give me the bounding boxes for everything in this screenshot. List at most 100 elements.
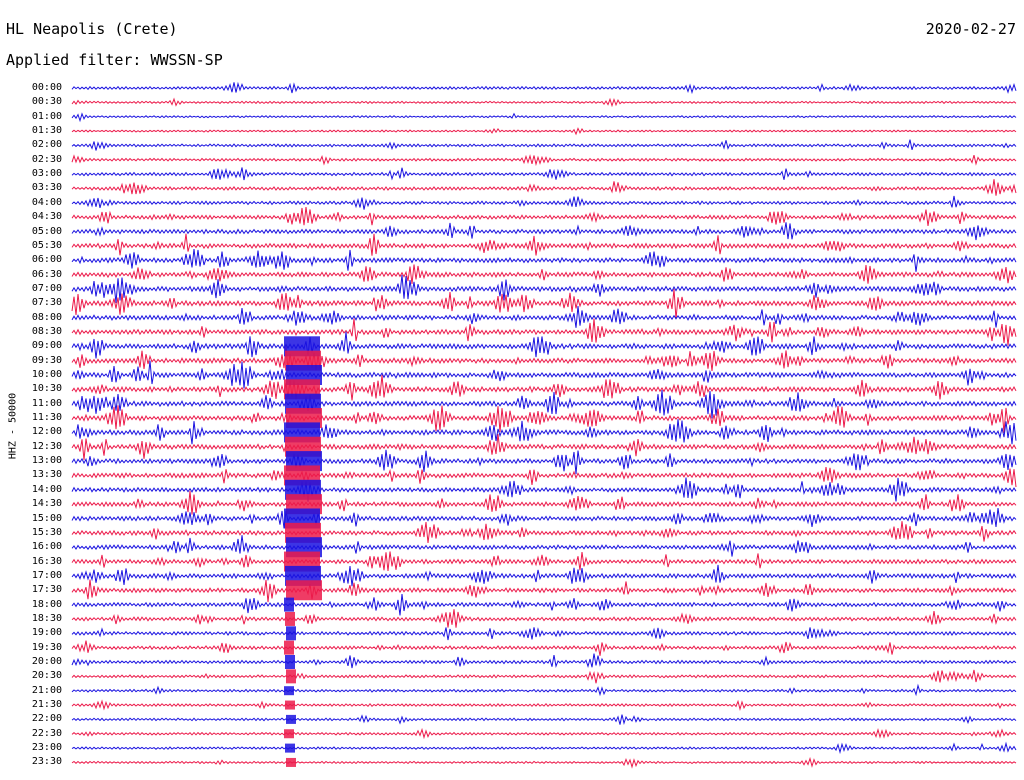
trace-line bbox=[71, 756, 1017, 769]
event-burst bbox=[285, 743, 295, 753]
trace-line bbox=[71, 81, 1017, 95]
trace-line bbox=[71, 551, 1017, 571]
date-label: 2020-02-27 bbox=[925, 20, 1016, 38]
time-label: 00:30 bbox=[31, 96, 62, 108]
time-label: 13:30 bbox=[31, 469, 62, 481]
time-label: 02:30 bbox=[31, 153, 62, 165]
trace-line bbox=[71, 535, 1017, 557]
trace-line bbox=[71, 490, 1017, 515]
trace-line bbox=[71, 669, 1017, 684]
trace-line bbox=[71, 206, 1017, 226]
trace-line bbox=[71, 653, 1017, 669]
trace-line bbox=[71, 521, 1017, 543]
trace-line bbox=[71, 405, 1017, 433]
time-label: 17:30 bbox=[31, 584, 62, 596]
event-burst bbox=[286, 714, 296, 724]
trace-line bbox=[71, 594, 1017, 616]
trace-line bbox=[71, 112, 1017, 123]
trace-line bbox=[71, 167, 1017, 181]
trace-line bbox=[71, 179, 1017, 196]
time-label: 05:00 bbox=[31, 225, 62, 237]
trace-line bbox=[71, 477, 1017, 502]
trace-line bbox=[71, 627, 1017, 641]
event-burst bbox=[285, 655, 295, 669]
time-label: 23:30 bbox=[31, 756, 62, 768]
time-label: 22:00 bbox=[31, 713, 62, 725]
time-label: 04:00 bbox=[31, 196, 62, 208]
trace-line bbox=[71, 390, 1017, 419]
trace-line bbox=[71, 331, 1017, 359]
trace-line bbox=[71, 274, 1017, 303]
trace-line bbox=[71, 714, 1017, 726]
trace-line bbox=[71, 579, 1017, 603]
trace-line bbox=[71, 233, 1017, 256]
time-label: 17:00 bbox=[31, 569, 62, 581]
time-label: 10:30 bbox=[31, 383, 62, 395]
trace-line bbox=[71, 683, 1017, 697]
trace-line bbox=[71, 360, 1017, 389]
trace-line bbox=[71, 699, 1017, 712]
trace-line bbox=[71, 97, 1017, 108]
time-label: 23:00 bbox=[31, 742, 62, 754]
event-burst bbox=[284, 597, 294, 612]
time-label: 15:30 bbox=[31, 526, 62, 538]
event-burst bbox=[285, 611, 295, 626]
trace-line bbox=[71, 564, 1017, 587]
trace-line bbox=[71, 346, 1017, 371]
filter-label: Applied filter: WWSSN-SP bbox=[6, 51, 223, 69]
time-label: 21:30 bbox=[31, 699, 62, 711]
time-label: 07:30 bbox=[31, 297, 62, 309]
event-burst bbox=[284, 729, 294, 739]
time-label: 22:30 bbox=[31, 727, 62, 739]
time-label: 03:30 bbox=[31, 182, 62, 194]
time-label: 10:00 bbox=[31, 369, 62, 380]
time-label: 04:30 bbox=[31, 211, 62, 223]
trace-line bbox=[71, 222, 1017, 241]
event-burst bbox=[284, 640, 294, 655]
time-label: 19:30 bbox=[31, 641, 62, 653]
time-label: 18:30 bbox=[31, 612, 62, 624]
seismic-traces bbox=[71, 81, 1017, 769]
trace-line bbox=[71, 375, 1017, 401]
time-label: 09:00 bbox=[31, 340, 62, 352]
time-label: 14:00 bbox=[31, 483, 62, 495]
time-label: 06:30 bbox=[31, 268, 62, 280]
trace-line bbox=[71, 154, 1017, 167]
trace-line bbox=[71, 318, 1017, 346]
time-label: 11:00 bbox=[31, 397, 62, 409]
trace-line bbox=[71, 609, 1017, 628]
time-label: 01:00 bbox=[31, 110, 62, 122]
time-label: 11:30 bbox=[31, 412, 62, 424]
trace-line bbox=[71, 741, 1017, 755]
event-burst bbox=[286, 580, 322, 601]
time-label: 01:30 bbox=[31, 125, 62, 137]
trace-line bbox=[71, 434, 1017, 461]
time-labels: 00:00 00:30 01:00 01:30 02:00 02:30 03:00 03:30… bbox=[0, 0, 70, 780]
station-title: HL Neapolis (Crete) bbox=[6, 20, 178, 38]
time-label: 08:30 bbox=[31, 325, 62, 337]
time-label: 16:30 bbox=[31, 555, 62, 567]
trace-line bbox=[71, 449, 1017, 475]
time-label: 12:00 bbox=[31, 426, 62, 438]
time-label: 18:00 bbox=[31, 598, 62, 610]
event-burst bbox=[286, 626, 296, 641]
time-label: 05:30 bbox=[31, 239, 62, 251]
trace-line bbox=[71, 727, 1017, 740]
time-label: 13:00 bbox=[31, 455, 62, 467]
trace-line bbox=[71, 139, 1017, 151]
trace-line bbox=[71, 419, 1017, 445]
event-burst bbox=[286, 669, 296, 684]
time-label: 19:00 bbox=[31, 627, 62, 639]
event-burst bbox=[286, 757, 296, 767]
time-label: 02:00 bbox=[31, 139, 62, 151]
time-label: 21:00 bbox=[31, 684, 62, 696]
trace-line bbox=[71, 306, 1017, 328]
event-burst bbox=[284, 686, 294, 696]
time-label: 16:00 bbox=[31, 541, 62, 553]
trace-line bbox=[71, 467, 1017, 488]
trace-line bbox=[71, 195, 1017, 210]
trace-line bbox=[71, 640, 1017, 656]
trace-line bbox=[71, 264, 1017, 285]
time-label: 20:00 bbox=[31, 656, 62, 667]
